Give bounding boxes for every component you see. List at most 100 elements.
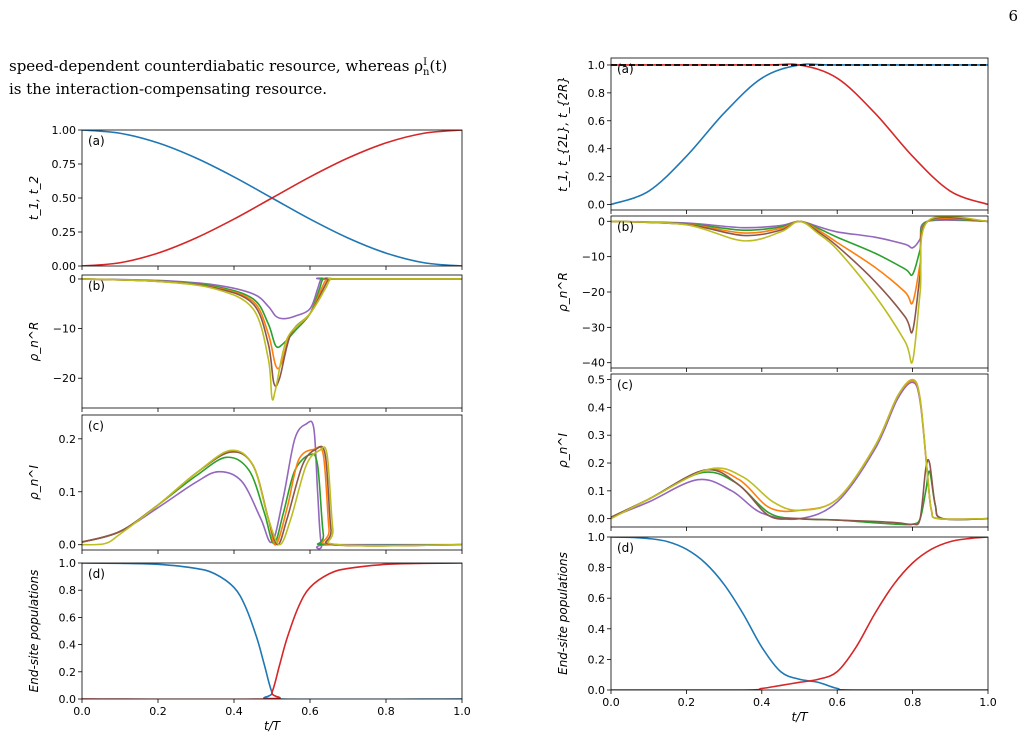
axes-frame <box>610 215 989 369</box>
series-line-4 <box>82 446 462 547</box>
series-line-1 <box>611 537 988 690</box>
series-line-3 <box>611 216 988 334</box>
y-tick-label: −40 <box>582 357 605 370</box>
y-tick-label: 0.50 <box>52 192 77 205</box>
axes-frame <box>610 536 989 691</box>
y-tick-label: 0.4 <box>588 401 606 414</box>
y-tick-label: 1.0 <box>59 557 77 570</box>
y-tick-label: 0.6 <box>588 115 606 128</box>
series-line-2 <box>611 217 988 305</box>
y-tick-label: 0.00 <box>52 260 77 273</box>
y-axis-label: ρ_n^I <box>556 433 570 468</box>
series-line-0 <box>611 537 988 690</box>
y-tick-label: −20 <box>582 286 605 299</box>
x-tick-label: 0.0 <box>73 705 91 718</box>
axes-frame <box>610 57 989 211</box>
y-tick-label: 0.8 <box>59 584 77 597</box>
y-axis-label: ρ_n^R <box>27 322 41 362</box>
y-tick-label: 0 <box>69 273 76 286</box>
series-line-3 <box>611 458 988 526</box>
series-line-0 <box>611 219 988 249</box>
axes-frame <box>81 562 463 700</box>
y-tick-label: 0 <box>598 215 605 228</box>
series-line-4 <box>82 277 462 401</box>
y-tick-label: 0.2 <box>59 433 77 446</box>
series-line-1 <box>611 63 988 206</box>
series-line-0 <box>611 63 988 206</box>
x-tick-label: 0.2 <box>678 696 696 709</box>
y-tick-label: 0.6 <box>588 592 606 605</box>
panel-label: (b) <box>617 220 634 234</box>
y-tick-label: 0.75 <box>52 158 77 171</box>
x-tick-label: 0.8 <box>904 696 922 709</box>
y-tick-label: 0.6 <box>59 611 77 624</box>
y-axis-label: ρ_n^I <box>27 465 41 500</box>
y-tick-label: 0.4 <box>588 143 606 156</box>
y-axis-label: ρ_n^R <box>556 272 570 312</box>
axes-frame <box>81 414 463 551</box>
body-text-line-2: is the interaction-compensating resource… <box>9 80 328 98</box>
series-line-4 <box>611 216 988 364</box>
y-tick-label: 0.0 <box>59 693 77 706</box>
y-tick-label: 0.25 <box>52 226 77 239</box>
x-tick-label: 0.0 <box>602 696 620 709</box>
series-line-2 <box>82 277 462 370</box>
panel-label: (c) <box>88 419 104 433</box>
x-axis-label: t/T <box>264 719 282 733</box>
axes-frame <box>81 274 463 409</box>
chart-panel-r-b: 0 −10 −20 −30 −40 (b) ρ_n^R <box>556 215 989 372</box>
panel-label: (d) <box>88 567 105 581</box>
chart-panel-l-a: 0.00 0.25 0.50 0.75 1.00 (a) t_1, t_2 <box>27 124 463 273</box>
series-line-0 <box>611 381 988 521</box>
chart-panel-l-b: 0 −10 −20 (b) ρ_n^R <box>27 273 463 412</box>
series-line-0 <box>82 277 462 320</box>
chart-panel-l-c: 0.0 0.1 0.2 (c) ρ_n^I <box>27 414 463 554</box>
y-tick-label: 0.8 <box>588 87 606 100</box>
y-tick-label: 1.0 <box>588 59 606 72</box>
y-tick-label: 0.0 <box>588 513 606 526</box>
series-line-1 <box>82 277 462 349</box>
x-tick-label: 0.4 <box>753 696 771 709</box>
x-tick-label: 1.0 <box>453 705 471 718</box>
series-line-4 <box>611 378 988 521</box>
axes-frame <box>610 373 989 528</box>
panel-label: (c) <box>617 378 633 392</box>
series-line-1 <box>82 563 462 699</box>
y-tick-label: −30 <box>582 321 605 334</box>
y-tick-label: 0.2 <box>588 457 606 470</box>
page-number: 6 <box>1008 7 1018 25</box>
y-tick-label: 0.4 <box>588 623 606 636</box>
y-tick-label: 0.2 <box>588 171 606 184</box>
body-text-line-1: speed-dependent counterdiabatic resource… <box>9 57 448 78</box>
y-tick-label: 0.0 <box>588 684 606 697</box>
y-tick-label: 0.1 <box>588 485 606 498</box>
panel-label: (a) <box>617 62 634 76</box>
panel-label: (a) <box>88 134 105 148</box>
series-line-1 <box>611 218 988 277</box>
panel-label: (b) <box>88 279 105 293</box>
y-tick-label: 0.0 <box>588 198 606 211</box>
panel-label: (d) <box>617 541 634 555</box>
x-tick-label: 0.2 <box>149 705 167 718</box>
x-tick-label: 0.4 <box>225 705 243 718</box>
y-tick-label: −10 <box>53 323 76 336</box>
y-tick-label: 0.4 <box>59 639 77 652</box>
chart-panel-r-d: 0.0 0.2 0.4 0.6 0.8 1.0 0.0 0.2 0.4 0.6 0.8 1.0 (d) E… <box>556 531 997 724</box>
y-axis-label: t_1, t_2 <box>27 176 41 220</box>
y-tick-label: 1.00 <box>52 124 77 137</box>
series-line-0 <box>82 563 462 699</box>
y-axis-label: End-site populations <box>27 570 41 693</box>
series-line-2 <box>611 380 988 521</box>
y-tick-label: 0.5 <box>588 374 606 387</box>
x-tick-label: 0.6 <box>828 696 846 709</box>
y-tick-label: −10 <box>582 251 605 264</box>
y-tick-label: 0.2 <box>588 653 606 666</box>
series-line-1 <box>82 130 462 266</box>
x-tick-label: 0.6 <box>301 705 319 718</box>
y-tick-label: 0.1 <box>59 486 77 499</box>
y-tick-label: −20 <box>53 372 76 385</box>
y-axis-label: t_1, t_{2L}, t_{2R} <box>556 76 570 192</box>
x-tick-label: 1.0 <box>979 696 997 709</box>
y-tick-label: 0.3 <box>588 429 606 442</box>
